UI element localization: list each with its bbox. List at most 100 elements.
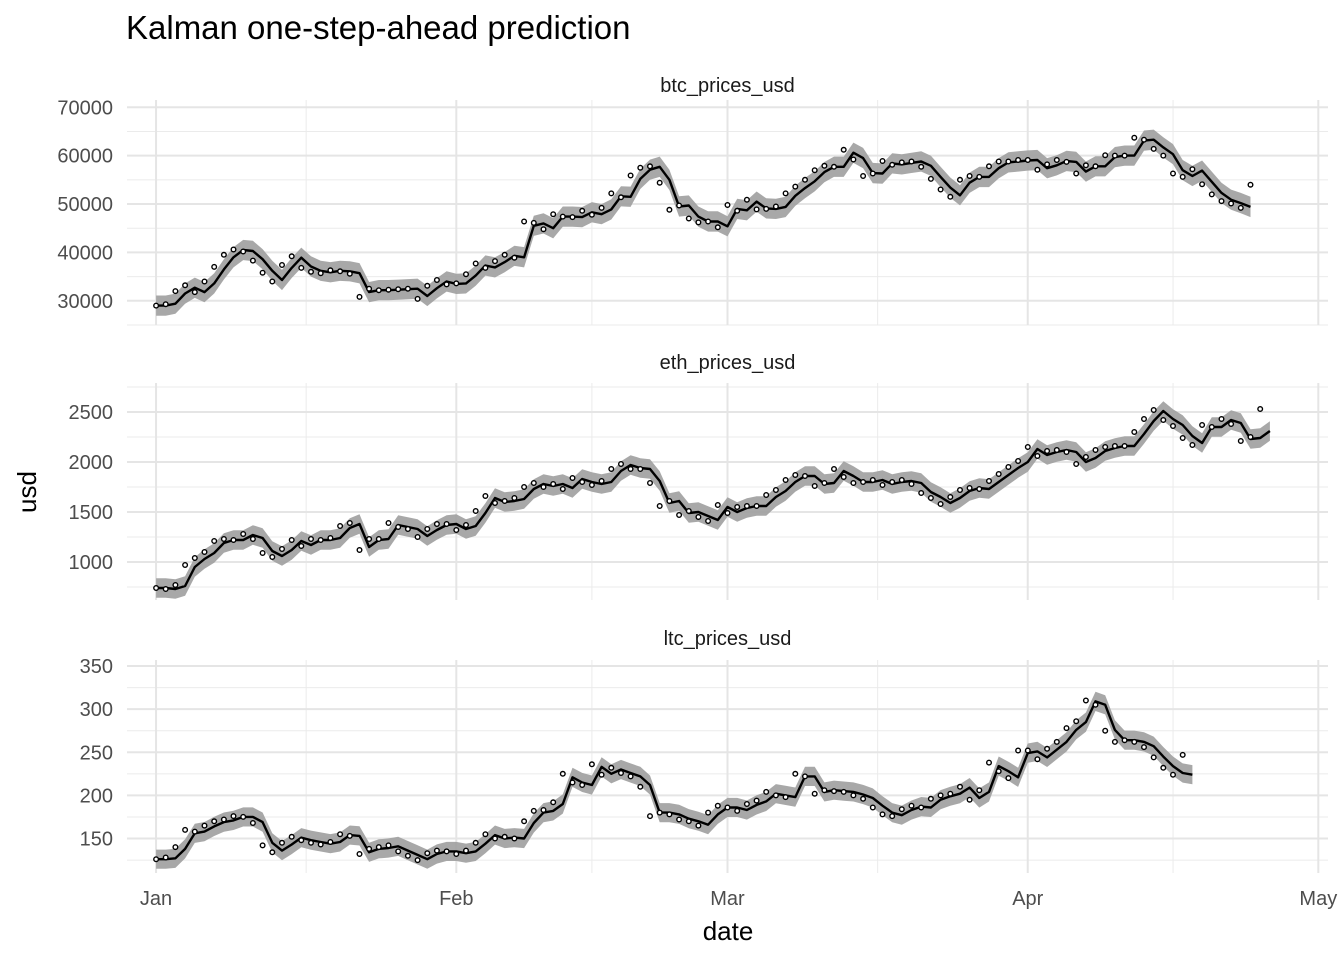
observed-point: [850, 792, 857, 799]
observed-point: [656, 503, 663, 510]
observed-point: [211, 818, 218, 825]
observed-point: [850, 156, 857, 163]
observed-point: [463, 847, 470, 854]
observed-point: [259, 842, 266, 849]
observed-point: [811, 790, 818, 797]
observed-point: [792, 183, 799, 190]
observed-point: [618, 194, 625, 201]
observed-point: [172, 844, 179, 851]
observed-point: [772, 487, 779, 494]
observed-point: [404, 852, 411, 859]
observed-point: [182, 826, 189, 833]
observed-point: [821, 480, 828, 487]
observed-point: [1015, 156, 1022, 163]
observed-point: [1150, 754, 1157, 761]
observed-point: [366, 845, 373, 852]
observed-point: [153, 585, 160, 592]
y-tick-label: 150: [80, 829, 113, 851]
observed-point: [889, 161, 896, 168]
observed-point: [772, 792, 779, 799]
observed-point: [1034, 166, 1041, 173]
observed-point: [618, 770, 625, 777]
observed-point: [521, 818, 528, 825]
observed-point: [637, 783, 644, 790]
y-tick-label: 250: [80, 742, 113, 764]
observed-point: [908, 158, 915, 165]
x-tick-label: Mar: [710, 888, 745, 910]
observed-point: [918, 163, 925, 170]
observed-point: [1063, 158, 1070, 165]
observed-point: [540, 226, 547, 233]
observed-point: [530, 480, 537, 487]
observed-point: [395, 524, 402, 531]
observed-point: [1024, 747, 1031, 754]
observed-point: [249, 820, 256, 827]
observed-point: [1131, 429, 1138, 436]
panel-strip-label: btc_prices_usd: [660, 75, 795, 97]
observed-point: [957, 176, 964, 183]
observed-point: [511, 835, 518, 842]
observed-point: [211, 263, 218, 270]
observed-point: [869, 170, 876, 177]
x-axis-title: date: [703, 916, 754, 946]
observed-point: [763, 788, 770, 795]
observed-point: [695, 822, 702, 829]
observed-point: [443, 848, 450, 855]
observed-point: [937, 792, 944, 799]
observed-point: [550, 799, 557, 806]
observed-point: [995, 768, 1002, 775]
x-tick-label: Feb: [439, 888, 473, 910]
observed-point: [521, 484, 528, 491]
observed-point: [627, 172, 634, 179]
observed-point: [1160, 152, 1167, 159]
observed-point: [1082, 454, 1089, 461]
observed-point: [1073, 461, 1080, 468]
observed-point: [1015, 458, 1022, 465]
observed-point: [1005, 464, 1012, 471]
observed-point: [1044, 745, 1051, 752]
observed-point: [802, 473, 809, 480]
observed-point: [1053, 738, 1060, 745]
observed-point: [598, 478, 605, 485]
observed-point: [298, 264, 305, 271]
observed-point: [705, 809, 712, 816]
observed-point: [153, 302, 160, 309]
observed-point: [1044, 448, 1051, 455]
observed-point: [414, 295, 421, 302]
observed-point: [220, 251, 227, 258]
observed-point: [598, 771, 605, 778]
observed-point: [588, 482, 595, 489]
y-tick-label: 2000: [69, 452, 114, 474]
observed-point: [308, 839, 315, 846]
panel-btc_prices_usd: btc_prices_usd 30000 40000 50000 60000 70000: [57, 75, 1328, 326]
observed-point: [714, 802, 721, 809]
observed-point: [831, 163, 838, 170]
observed-point: [279, 546, 286, 553]
observed-point: [666, 206, 673, 213]
y-tick-label: 70000: [57, 97, 113, 119]
observed-point: [559, 770, 566, 777]
observed-point: [269, 554, 276, 561]
observed-point: [947, 494, 954, 501]
observed-point: [986, 478, 993, 485]
observed-point: [385, 842, 392, 849]
prediction-line: [156, 409, 1271, 591]
observed-point: [298, 543, 305, 550]
observed-point: [656, 809, 663, 816]
observed-point: [1034, 453, 1041, 460]
observed-point: [860, 795, 867, 802]
observed-point: [840, 474, 847, 481]
observed-point: [375, 287, 382, 294]
observed-point: [162, 586, 169, 593]
observed-point: [695, 219, 702, 226]
y-tick-label: 30000: [57, 291, 113, 313]
observed-point: [501, 498, 508, 505]
observed-point: [850, 480, 857, 487]
observed-point: [337, 268, 344, 275]
observed-point: [472, 839, 479, 846]
observed-point: [540, 807, 547, 814]
observed-point: [1131, 738, 1138, 745]
observed-point: [1169, 771, 1176, 778]
observed-point: [249, 536, 256, 543]
